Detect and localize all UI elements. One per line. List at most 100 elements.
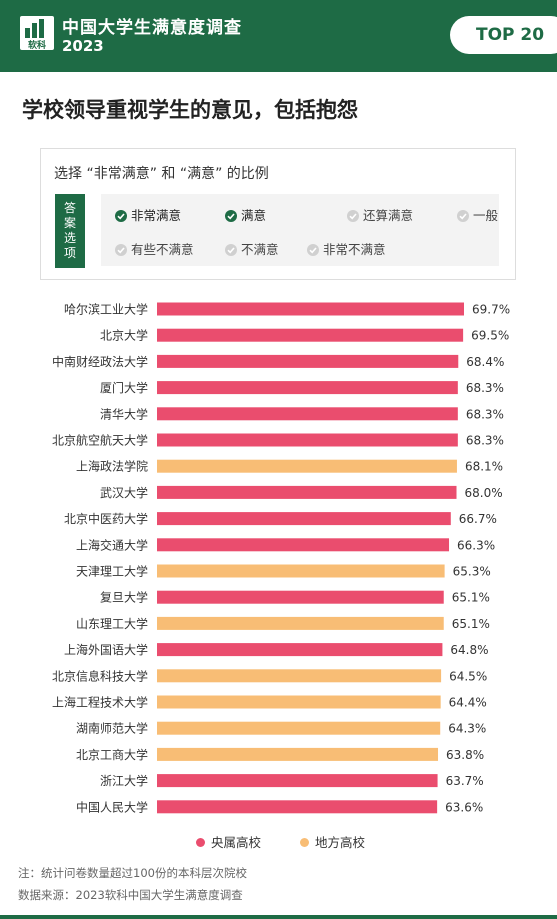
check-circle-icon bbox=[115, 210, 127, 222]
option-unselected: 一般 bbox=[457, 205, 498, 224]
bar bbox=[157, 590, 444, 604]
category-label: 浙江大学 bbox=[100, 773, 148, 788]
bar bbox=[157, 433, 458, 447]
brand-title: 中国大学生满意度调查 bbox=[62, 18, 242, 38]
bar bbox=[157, 616, 444, 630]
category-label: 厦门大学 bbox=[100, 380, 148, 395]
category-label: 山东理工大学 bbox=[76, 616, 148, 631]
value-label: 65.1% bbox=[452, 617, 490, 631]
value-label: 64.5% bbox=[449, 669, 487, 683]
check-circle-icon bbox=[225, 244, 237, 256]
bar bbox=[157, 328, 464, 342]
option-label: 一般 bbox=[473, 208, 499, 223]
options-heading: 选择 “非常满意” 和 “满意” 的比例 bbox=[54, 166, 269, 182]
ruanke-logo: 软科 bbox=[20, 16, 54, 50]
bar bbox=[157, 774, 438, 788]
header-banner: 软科 中国大学生满意度调查 2023 TOP 20 bbox=[0, 0, 557, 72]
value-label: 66.7% bbox=[459, 512, 497, 526]
option-label: 非常满意 bbox=[131, 208, 182, 223]
legend-item: 地方高校 bbox=[300, 832, 365, 851]
value-label: 68.0% bbox=[465, 486, 503, 500]
answer-options-panel: 选择 “非常满意” 和 “满意” 的比例 答案选项 非常满意 满意 还算满意 一般有些… bbox=[40, 148, 516, 280]
option-unselected: 还算满意 bbox=[347, 205, 413, 224]
category-label: 上海外国语大学 bbox=[64, 642, 148, 657]
option-unselected: 非常不满意 bbox=[307, 239, 386, 258]
bar bbox=[157, 669, 442, 683]
legend-dot-icon bbox=[300, 838, 309, 847]
option-label: 非常不满意 bbox=[323, 242, 386, 257]
answer-label: 答案选项 bbox=[55, 194, 85, 268]
category-label: 北京信息科技大学 bbox=[52, 668, 148, 683]
check-circle-icon bbox=[347, 210, 359, 222]
bar bbox=[157, 485, 457, 499]
value-label: 63.6% bbox=[445, 800, 483, 814]
value-label: 64.4% bbox=[449, 696, 487, 710]
bar bbox=[157, 538, 450, 552]
category-label: 武汉大学 bbox=[100, 485, 148, 500]
bar bbox=[157, 695, 441, 709]
value-label: 69.7% bbox=[472, 303, 510, 317]
bar bbox=[157, 302, 464, 316]
legend-label: 央属高校 bbox=[211, 835, 262, 850]
value-label: 65.3% bbox=[453, 565, 491, 579]
footer-bar bbox=[0, 915, 557, 919]
option-unselected: 有些不满意 bbox=[115, 239, 194, 258]
chart-legend: 央属高校 地方高校 bbox=[0, 832, 557, 852]
legend-dot-icon bbox=[196, 838, 205, 847]
page-title: 学校领导重视学生的意见，包括抱怨 bbox=[22, 98, 358, 122]
value-label: 63.7% bbox=[446, 774, 484, 788]
value-label: 64.3% bbox=[448, 722, 486, 736]
bar bbox=[157, 354, 459, 368]
value-label: 65.1% bbox=[452, 591, 490, 605]
value-label: 68.3% bbox=[466, 434, 504, 448]
value-label: 64.8% bbox=[450, 643, 488, 657]
value-label: 68.3% bbox=[466, 381, 504, 395]
footnote: 注：统计问卷数量超过100份的本科层次院校 bbox=[18, 866, 247, 880]
category-label: 哈尔滨工业大学 bbox=[64, 302, 148, 317]
category-label: 上海交通大学 bbox=[76, 537, 148, 552]
value-label: 63.8% bbox=[446, 748, 484, 762]
bar bbox=[157, 747, 439, 761]
category-label: 中国人民大学 bbox=[76, 799, 148, 814]
check-circle-icon bbox=[307, 244, 319, 256]
bar bbox=[157, 800, 438, 814]
brand-year: 2023 bbox=[62, 37, 104, 55]
category-label: 复旦大学 bbox=[100, 590, 148, 605]
category-label: 中南财经政法大学 bbox=[52, 354, 148, 369]
legend-label: 地方高校 bbox=[315, 835, 366, 850]
value-label: 68.1% bbox=[465, 460, 503, 474]
logo-text: 软科 bbox=[28, 39, 46, 50]
check-circle-icon bbox=[225, 210, 237, 222]
category-label: 湖南师范大学 bbox=[76, 721, 148, 736]
category-label: 北京航空航天大学 bbox=[52, 433, 148, 448]
top-badge: TOP 20 bbox=[450, 16, 557, 54]
bar bbox=[157, 643, 443, 657]
value-label: 68.3% bbox=[466, 407, 504, 421]
option-label: 不满意 bbox=[241, 242, 279, 257]
category-label: 天津理工大学 bbox=[76, 564, 148, 579]
bar bbox=[157, 564, 445, 578]
category-label: 北京中医药大学 bbox=[64, 511, 148, 526]
value-label: 68.4% bbox=[466, 355, 504, 369]
value-label: 66.3% bbox=[457, 538, 495, 552]
bar-chart: 哈尔滨工业大学 69.7% 北京大学 69.5% 中南财经政法大学 68.4% 厦门大学 68… bbox=[52, 302, 510, 815]
legend-item: 央属高校 bbox=[196, 832, 261, 851]
category-label: 清华大学 bbox=[100, 406, 148, 421]
category-label: 上海政法学院 bbox=[76, 459, 148, 474]
option-label: 有些不满意 bbox=[131, 242, 194, 257]
data-source: 数据来源：2023软科中国大学生满意度调查 bbox=[18, 888, 243, 902]
option-label: 满意 bbox=[241, 208, 267, 223]
bar bbox=[157, 512, 451, 526]
option-selected: 非常满意 bbox=[115, 205, 181, 224]
option-unselected: 不满意 bbox=[225, 239, 279, 258]
value-label: 69.5% bbox=[471, 329, 509, 343]
category-label: 北京大学 bbox=[100, 328, 148, 343]
category-label: 上海工程技术大学 bbox=[52, 695, 148, 710]
options-grid: 非常满意 满意 还算满意 一般有些不满意 不满意 非常不满意 bbox=[101, 194, 499, 266]
bar bbox=[157, 381, 458, 395]
check-circle-icon bbox=[115, 244, 127, 256]
option-selected: 满意 bbox=[225, 205, 266, 224]
category-label: 北京工商大学 bbox=[76, 747, 148, 762]
bar bbox=[157, 721, 441, 735]
bar bbox=[157, 407, 458, 421]
